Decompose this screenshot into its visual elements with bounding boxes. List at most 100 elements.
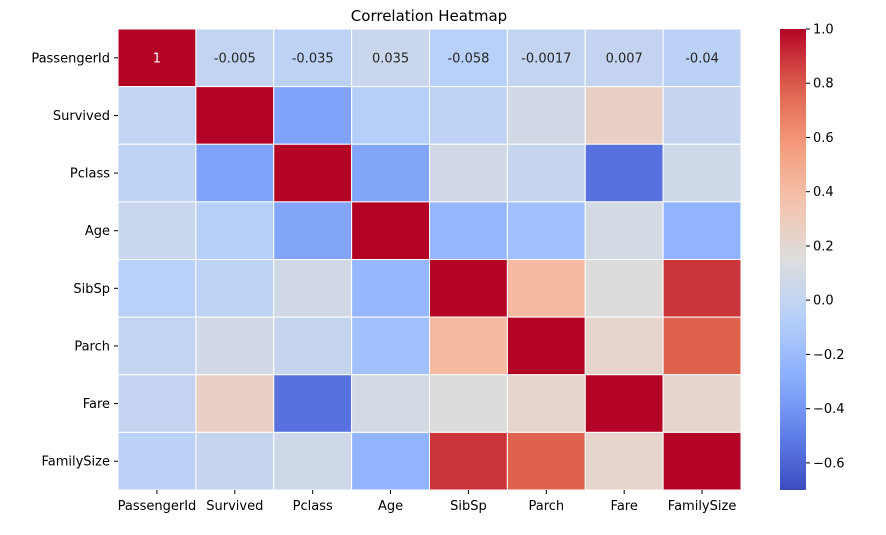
y-tick-label: PassengerId (31, 51, 110, 66)
x-tick-label: PassengerId (118, 499, 197, 514)
colorbar-gradient (780, 29, 806, 490)
y-tick-label: FamilySize (41, 455, 110, 470)
heatmap-cell-parch-parch (506, 316, 586, 376)
heatmap-cell-passengerid-survived (195, 28, 275, 88)
heatmap-cell-sibsp-age (351, 259, 430, 318)
heatmap-cell-survived-survived (195, 86, 275, 145)
heatmap-cell-age-sibsp (429, 201, 508, 260)
heatmap-cell-survived-passengerid (117, 86, 197, 145)
heatmap-cell-sibsp-survived (195, 259, 275, 318)
heatmap-cell-age-age (351, 201, 430, 260)
cell-annotation: -0.058 (447, 51, 489, 66)
heatmap-cell-pclass-pclass (273, 143, 353, 203)
colorbar-tick-label: 0.8 (813, 77, 834, 92)
colorbar-tick-label: 0.2 (813, 239, 834, 254)
heatmap-cell-sibsp-parch (506, 259, 586, 318)
heatmap-cell-fare-survived (195, 374, 275, 433)
heatmap-cell-fare-fare (584, 374, 664, 433)
heatmap-cell-familysize-parch (506, 431, 586, 491)
x-tick-label: FamilySize (668, 499, 737, 514)
y-tick-label: Survived (53, 109, 110, 124)
heatmap-cells (117, 28, 742, 491)
colorbar-tick-label: −0.6 (813, 456, 845, 471)
colorbar: 1.0 0.8 0.6 0.4 0.2 0.0 −0.2 −0.4 −0.6 (780, 23, 845, 490)
x-tick-label: SibSp (450, 499, 487, 514)
heatmap-cell-familysize-familysize (662, 431, 742, 491)
x-tick-label: Pclass (293, 499, 333, 514)
y-tick-label: Parch (74, 339, 110, 354)
heatmap-cell-familysize-survived (195, 431, 275, 491)
heatmap-cell-age-survived (195, 201, 275, 260)
x-tick-label: Survived (206, 499, 263, 514)
heatmap-cell-familysize-fare (584, 431, 664, 491)
heatmap-cell-survived-familysize (662, 86, 742, 145)
heatmap-annotations: 1 -0.005 -0.035 0.035 -0.058 -0.0017 0.007 -0.0… (153, 51, 719, 66)
heatmap-cell-fare-age (351, 374, 430, 433)
heatmap-cell-fare-passengerid (117, 374, 197, 433)
heatmap-cell-passengerid-passengerid (117, 28, 197, 88)
cell-annotation: -0.005 (214, 51, 256, 66)
heatmap-cell-fare-familysize (662, 374, 742, 433)
x-tick-label: Parch (528, 499, 564, 514)
heatmap-cell-fare-parch (506, 374, 586, 433)
heatmap-cell-fare-pclass (273, 374, 353, 433)
heatmap-cell-age-familysize (662, 201, 742, 260)
heatmap-cell-age-fare (584, 201, 664, 260)
x-tick-label: Fare (611, 499, 638, 514)
heatmap-cell-parch-passengerid (117, 316, 197, 376)
heatmap-cell-fare-sibsp (429, 374, 508, 433)
chart-title: Correlation Heatmap (351, 7, 507, 25)
heatmap-cell-pclass-passengerid (117, 143, 197, 203)
heatmap-cell-survived-age (351, 86, 430, 145)
heatmap-cell-age-parch (506, 201, 586, 260)
heatmap-cell-survived-sibsp (429, 86, 508, 145)
heatmap-cell-survived-parch (506, 86, 586, 145)
heatmap-cell-age-pclass (273, 201, 353, 260)
heatmap-cell-familysize-age (351, 431, 430, 491)
heatmap-cell-pclass-survived (195, 143, 275, 203)
heatmap-cell-passengerid-parch (506, 28, 586, 88)
heatmap-cell-sibsp-pclass (273, 259, 353, 318)
y-tick-label: SibSp (73, 282, 110, 297)
heatmap-cell-parch-survived (195, 316, 275, 376)
heatmap-cell-age-passengerid (117, 201, 197, 260)
colorbar-tick-label: 0.6 (813, 131, 834, 146)
x-axis: PassengerId Survived Pclass Age SibSp Parch Fa… (118, 490, 737, 514)
x-tick-label: Age (378, 499, 403, 514)
heatmap-cell-passengerid-pclass (273, 28, 353, 88)
y-tick-label: Fare (83, 397, 110, 412)
cell-annotation: 0.035 (372, 51, 409, 66)
heatmap-cell-pclass-familysize (662, 143, 742, 203)
cell-annotation: 0.007 (606, 51, 643, 66)
heatmap-cell-pclass-parch (506, 143, 586, 203)
cell-annotation: 1 (153, 51, 161, 66)
heatmap-cell-familysize-passengerid (117, 431, 197, 491)
heatmap-cell-sibsp-familysize (662, 259, 742, 318)
heatmap-cell-parch-sibsp (429, 316, 508, 376)
heatmap-cell-parch-familysize (662, 316, 742, 376)
colorbar-tick-label: 1.0 (813, 23, 834, 38)
y-tick-label: Age (85, 224, 110, 239)
heatmap-cell-pclass-fare (584, 143, 664, 203)
heatmap-cell-passengerid-age (351, 28, 430, 88)
heatmap-cell-sibsp-sibsp (429, 259, 508, 318)
heatmap-cell-sibsp-fare (584, 259, 664, 318)
cell-annotation: -0.0017 (521, 51, 571, 66)
y-axis: PassengerId Survived Pclass Age SibSp Parch Fa… (31, 51, 118, 470)
cell-annotation: -0.035 (292, 51, 334, 66)
colorbar-tick-label: −0.4 (813, 402, 845, 417)
heatmap-cell-parch-age (351, 316, 430, 376)
cell-annotation: -0.04 (685, 51, 719, 66)
heatmap-cell-parch-pclass (273, 316, 353, 376)
colorbar-tick-label: 0.4 (813, 185, 834, 200)
heatmap-cell-survived-pclass (273, 86, 353, 145)
colorbar-tick-label: 0.0 (813, 294, 834, 309)
heatmap-cell-sibsp-passengerid (117, 259, 197, 318)
colorbar-tick-label: −0.2 (813, 348, 845, 363)
heatmap-cell-survived-fare (584, 86, 664, 145)
heatmap-cell-parch-fare (584, 316, 664, 376)
y-tick-label: Pclass (70, 167, 110, 182)
heatmap-cell-familysize-sibsp (429, 431, 508, 491)
heatmap-cell-familysize-pclass (273, 431, 353, 491)
